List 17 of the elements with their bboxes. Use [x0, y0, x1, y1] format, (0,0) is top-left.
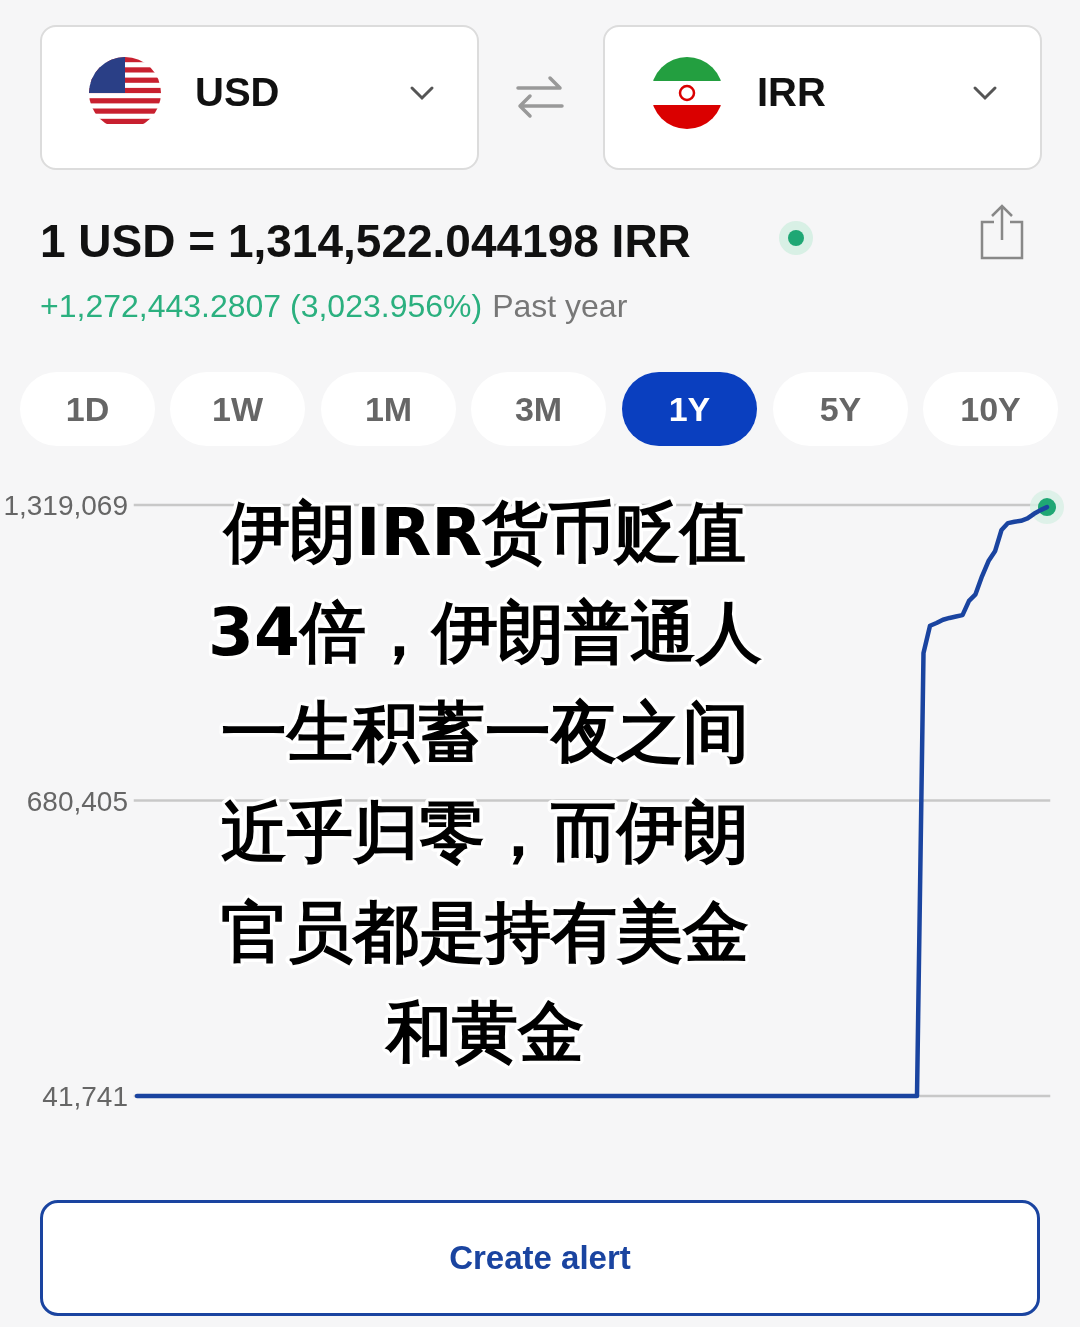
text: IRR: [757, 70, 826, 115]
y-tick-label: 1,319,069: [3, 490, 128, 521]
text: USD: [195, 70, 280, 115]
text: 3M: [471, 372, 606, 446]
text: 5Y: [773, 372, 908, 446]
chart-title: 1 USD = 1,314,522.044198 IRR: [40, 214, 691, 268]
text: 1D: [20, 372, 155, 446]
text: 1Y: [622, 372, 757, 446]
annotation: 伊朗IRR货币贬值34倍，伊朗普通人一生积蓄一夜之间近乎归零，而伊朗官员都是持有美金和黄金: [208, 494, 762, 1071]
text: Create alert: [40, 1200, 1040, 1316]
text: 10Y: [923, 372, 1058, 446]
text: Past year: [492, 288, 628, 324]
text: 1M: [321, 372, 456, 446]
text: 1W: [170, 372, 305, 446]
y-tick-label: 680,405: [26, 785, 128, 817]
y-tick-label: 41,741: [42, 1081, 128, 1112]
chart-subtitle: +1,272,443.2807 (3,023.956%): [40, 288, 483, 324]
